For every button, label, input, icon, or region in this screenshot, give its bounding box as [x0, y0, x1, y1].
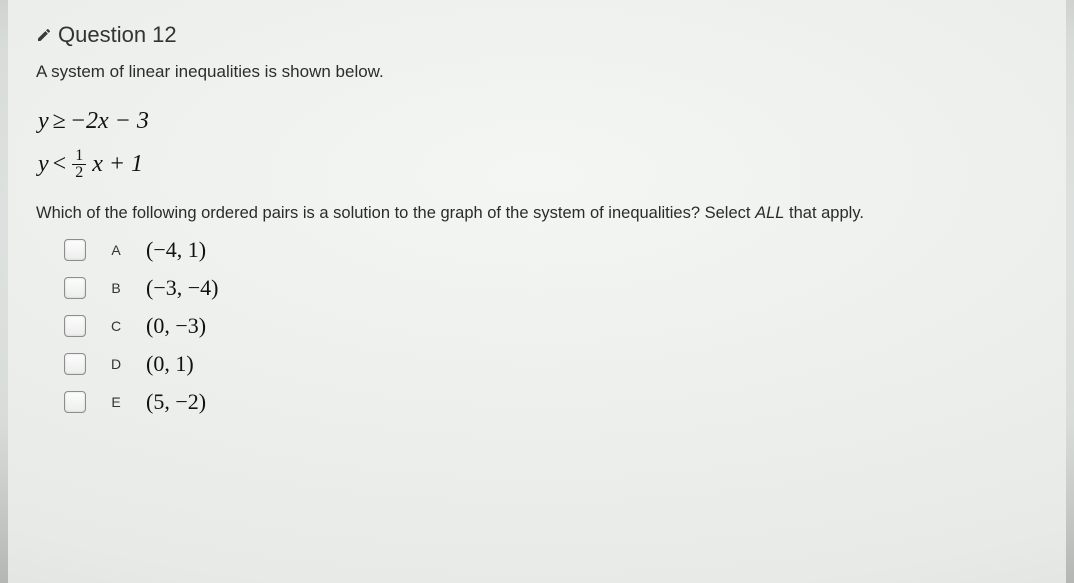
choice-a: A (−4, 1): [64, 237, 1038, 263]
pencil-icon: [36, 27, 52, 43]
inequalities: y ≥ −2x − 3 y < 1 2 x + 1: [38, 100, 1038, 186]
frac-numerator: 1: [72, 148, 86, 165]
ordered-pair: (−4, 1): [146, 237, 206, 263]
question-description: A system of linear inequalities is shown…: [36, 62, 1038, 82]
choice-d: D (0, 1): [64, 351, 1038, 377]
frac-denominator: 2: [72, 165, 86, 181]
question-prompt: Which of the following ordered pairs is …: [36, 204, 1038, 223]
checkbox-a[interactable]: [64, 239, 86, 261]
inequality-1: y ≥ −2x − 3: [38, 100, 1038, 143]
choice-letter: D: [108, 356, 124, 372]
choice-letter: A: [108, 242, 124, 258]
choice-e: E (5, −2): [64, 389, 1038, 415]
ordered-pair: (0, 1): [146, 351, 194, 377]
answer-choices: A (−4, 1) B (−3, −4) C (0, −3) D (0, 1) …: [64, 237, 1038, 415]
choice-c: C (0, −3): [64, 313, 1038, 339]
checkbox-d[interactable]: [64, 353, 86, 375]
question-card: Question 12 A system of linear inequalit…: [8, 0, 1066, 583]
checkbox-e[interactable]: [64, 391, 86, 413]
checkbox-c[interactable]: [64, 315, 86, 337]
prompt-emphasis: ALL: [755, 204, 784, 222]
question-header: Question 12: [36, 22, 1038, 48]
fraction-half: 1 2: [72, 148, 86, 181]
choice-letter: C: [108, 318, 124, 334]
choice-letter: B: [108, 280, 124, 296]
question-number: Question 12: [58, 22, 177, 48]
prompt-post: that apply.: [784, 204, 864, 222]
ineq2-lhs: y: [38, 143, 49, 186]
checkbox-b[interactable]: [64, 277, 86, 299]
choice-letter: E: [108, 394, 124, 410]
ineq1-rhs: −2x − 3: [70, 100, 149, 143]
ineq2-tail: x + 1: [92, 143, 143, 186]
choice-b: B (−3, −4): [64, 275, 1038, 301]
ordered-pair: (−3, −4): [146, 275, 218, 301]
ordered-pair: (0, −3): [146, 313, 206, 339]
inequality-2: y < 1 2 x + 1: [38, 143, 1038, 186]
ineq1-op: ≥: [53, 100, 66, 143]
ordered-pair: (5, −2): [146, 389, 206, 415]
prompt-pre: Which of the following ordered pairs is …: [36, 204, 755, 222]
ineq2-op: <: [53, 143, 67, 186]
ineq1-lhs: y: [38, 100, 49, 143]
